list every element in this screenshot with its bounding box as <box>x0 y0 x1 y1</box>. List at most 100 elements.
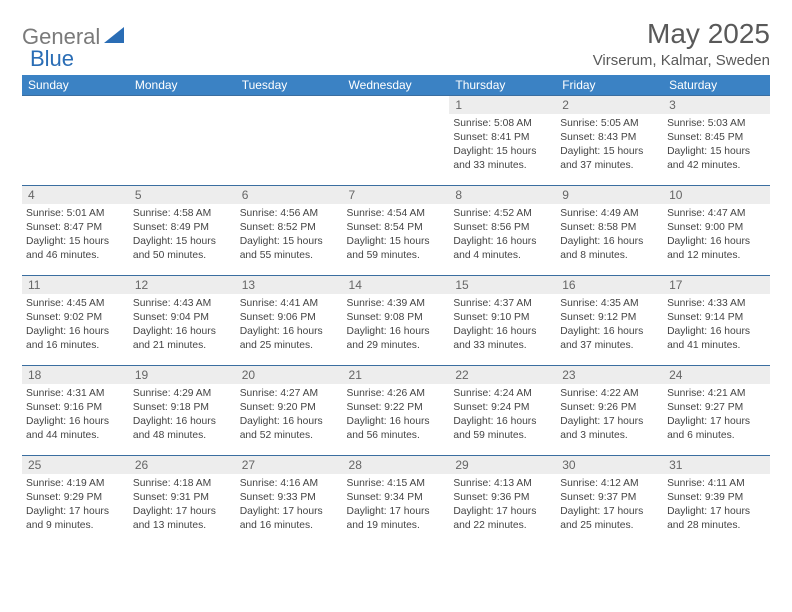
day-cell: 9Sunrise: 4:49 AMSunset: 8:58 PMDaylight… <box>556 186 663 276</box>
day-number: 9 <box>556 186 663 204</box>
day-details: Sunrise: 4:56 AMSunset: 8:52 PMDaylight:… <box>236 204 343 265</box>
day-cell: 7Sunrise: 4:54 AMSunset: 8:54 PMDaylight… <box>343 186 450 276</box>
day-number: 12 <box>129 276 236 294</box>
day-cell: 10Sunrise: 4:47 AMSunset: 9:00 PMDayligh… <box>663 186 770 276</box>
table-row: 18Sunrise: 4:31 AMSunset: 9:16 PMDayligh… <box>22 366 770 456</box>
day-cell: 13Sunrise: 4:41 AMSunset: 9:06 PMDayligh… <box>236 276 343 366</box>
day-cell <box>22 96 129 186</box>
day-details: Sunrise: 4:12 AMSunset: 9:37 PMDaylight:… <box>556 474 663 535</box>
day-number: 26 <box>129 456 236 474</box>
day-details: Sunrise: 5:01 AMSunset: 8:47 PMDaylight:… <box>22 204 129 265</box>
day-details: Sunrise: 4:24 AMSunset: 9:24 PMDaylight:… <box>449 384 556 445</box>
day-cell: 17Sunrise: 4:33 AMSunset: 9:14 PMDayligh… <box>663 276 770 366</box>
day-cell: 14Sunrise: 4:39 AMSunset: 9:08 PMDayligh… <box>343 276 450 366</box>
day-details: Sunrise: 4:19 AMSunset: 9:29 PMDaylight:… <box>22 474 129 535</box>
day-cell: 28Sunrise: 4:15 AMSunset: 9:34 PMDayligh… <box>343 456 450 546</box>
day-number: 27 <box>236 456 343 474</box>
day-number: 8 <box>449 186 556 204</box>
day-number: 31 <box>663 456 770 474</box>
table-row: 1Sunrise: 5:08 AMSunset: 8:41 PMDaylight… <box>22 96 770 186</box>
day-details: Sunrise: 5:03 AMSunset: 8:45 PMDaylight:… <box>663 114 770 175</box>
day-cell: 15Sunrise: 4:37 AMSunset: 9:10 PMDayligh… <box>449 276 556 366</box>
day-details: Sunrise: 4:11 AMSunset: 9:39 PMDaylight:… <box>663 474 770 535</box>
day-details: Sunrise: 5:08 AMSunset: 8:41 PMDaylight:… <box>449 114 556 175</box>
day-header: Wednesday <box>343 75 450 96</box>
day-header: Saturday <box>663 75 770 96</box>
day-number: 30 <box>556 456 663 474</box>
day-cell: 24Sunrise: 4:21 AMSunset: 9:27 PMDayligh… <box>663 366 770 456</box>
day-number: 22 <box>449 366 556 384</box>
day-cell: 31Sunrise: 4:11 AMSunset: 9:39 PMDayligh… <box>663 456 770 546</box>
day-details: Sunrise: 4:18 AMSunset: 9:31 PMDaylight:… <box>129 474 236 535</box>
day-details: Sunrise: 4:45 AMSunset: 9:02 PMDaylight:… <box>22 294 129 355</box>
day-cell: 20Sunrise: 4:27 AMSunset: 9:20 PMDayligh… <box>236 366 343 456</box>
day-number: 21 <box>343 366 450 384</box>
day-number: 1 <box>449 96 556 114</box>
day-cell: 26Sunrise: 4:18 AMSunset: 9:31 PMDayligh… <box>129 456 236 546</box>
day-details: Sunrise: 5:05 AMSunset: 8:43 PMDaylight:… <box>556 114 663 175</box>
day-details: Sunrise: 4:15 AMSunset: 9:34 PMDaylight:… <box>343 474 450 535</box>
day-details: Sunrise: 4:26 AMSunset: 9:22 PMDaylight:… <box>343 384 450 445</box>
day-details: Sunrise: 4:43 AMSunset: 9:04 PMDaylight:… <box>129 294 236 355</box>
day-details: Sunrise: 4:22 AMSunset: 9:26 PMDaylight:… <box>556 384 663 445</box>
day-details: Sunrise: 4:49 AMSunset: 8:58 PMDaylight:… <box>556 204 663 265</box>
day-details: Sunrise: 4:47 AMSunset: 9:00 PMDaylight:… <box>663 204 770 265</box>
day-number: 3 <box>663 96 770 114</box>
brand-triangle-icon <box>104 27 124 48</box>
day-number: 5 <box>129 186 236 204</box>
day-number: 6 <box>236 186 343 204</box>
day-header: Sunday <box>22 75 129 96</box>
day-details: Sunrise: 4:16 AMSunset: 9:33 PMDaylight:… <box>236 474 343 535</box>
day-cell: 21Sunrise: 4:26 AMSunset: 9:22 PMDayligh… <box>343 366 450 456</box>
day-number: 11 <box>22 276 129 294</box>
day-number: 7 <box>343 186 450 204</box>
day-number: 19 <box>129 366 236 384</box>
day-header: Tuesday <box>236 75 343 96</box>
day-cell: 29Sunrise: 4:13 AMSunset: 9:36 PMDayligh… <box>449 456 556 546</box>
day-details: Sunrise: 4:27 AMSunset: 9:20 PMDaylight:… <box>236 384 343 445</box>
day-details: Sunrise: 4:33 AMSunset: 9:14 PMDaylight:… <box>663 294 770 355</box>
table-row: 25Sunrise: 4:19 AMSunset: 9:29 PMDayligh… <box>22 456 770 546</box>
day-number: 2 <box>556 96 663 114</box>
month-title: May 2025 <box>593 18 770 50</box>
day-header: Thursday <box>449 75 556 96</box>
day-number: 23 <box>556 366 663 384</box>
day-number: 25 <box>22 456 129 474</box>
day-cell: 11Sunrise: 4:45 AMSunset: 9:02 PMDayligh… <box>22 276 129 366</box>
day-cell: 22Sunrise: 4:24 AMSunset: 9:24 PMDayligh… <box>449 366 556 456</box>
location-text: Virserum, Kalmar, Sweden <box>593 52 770 69</box>
day-number: 17 <box>663 276 770 294</box>
day-cell: 2Sunrise: 5:05 AMSunset: 8:43 PMDaylight… <box>556 96 663 186</box>
day-cell: 19Sunrise: 4:29 AMSunset: 9:18 PMDayligh… <box>129 366 236 456</box>
day-cell: 1Sunrise: 5:08 AMSunset: 8:41 PMDaylight… <box>449 96 556 186</box>
day-number: 24 <box>663 366 770 384</box>
day-details: Sunrise: 4:54 AMSunset: 8:54 PMDaylight:… <box>343 204 450 265</box>
day-header: Monday <box>129 75 236 96</box>
day-details: Sunrise: 4:13 AMSunset: 9:36 PMDaylight:… <box>449 474 556 535</box>
day-details: Sunrise: 4:29 AMSunset: 9:18 PMDaylight:… <box>129 384 236 445</box>
day-details: Sunrise: 4:41 AMSunset: 9:06 PMDaylight:… <box>236 294 343 355</box>
day-header: Friday <box>556 75 663 96</box>
day-cell: 23Sunrise: 4:22 AMSunset: 9:26 PMDayligh… <box>556 366 663 456</box>
day-number: 10 <box>663 186 770 204</box>
day-cell <box>343 96 450 186</box>
day-details: Sunrise: 4:35 AMSunset: 9:12 PMDaylight:… <box>556 294 663 355</box>
calendar-table: SundayMondayTuesdayWednesdayThursdayFrid… <box>22 75 770 546</box>
day-details: Sunrise: 4:31 AMSunset: 9:16 PMDaylight:… <box>22 384 129 445</box>
day-cell: 4Sunrise: 5:01 AMSunset: 8:47 PMDaylight… <box>22 186 129 276</box>
day-cell: 18Sunrise: 4:31 AMSunset: 9:16 PMDayligh… <box>22 366 129 456</box>
calendar-body: 1Sunrise: 5:08 AMSunset: 8:41 PMDaylight… <box>22 96 770 546</box>
page-header: General May 2025 Virserum, Kalmar, Swede… <box>22 18 770 69</box>
day-number: 18 <box>22 366 129 384</box>
day-cell: 12Sunrise: 4:43 AMSunset: 9:04 PMDayligh… <box>129 276 236 366</box>
day-details: Sunrise: 4:21 AMSunset: 9:27 PMDaylight:… <box>663 384 770 445</box>
day-details: Sunrise: 4:52 AMSunset: 8:56 PMDaylight:… <box>449 204 556 265</box>
day-number: 13 <box>236 276 343 294</box>
day-details: Sunrise: 4:37 AMSunset: 9:10 PMDaylight:… <box>449 294 556 355</box>
day-cell <box>236 96 343 186</box>
day-number: 20 <box>236 366 343 384</box>
day-details: Sunrise: 4:39 AMSunset: 9:08 PMDaylight:… <box>343 294 450 355</box>
day-cell <box>129 96 236 186</box>
day-details: Sunrise: 4:58 AMSunset: 8:49 PMDaylight:… <box>129 204 236 265</box>
calendar-head: SundayMondayTuesdayWednesdayThursdayFrid… <box>22 75 770 96</box>
